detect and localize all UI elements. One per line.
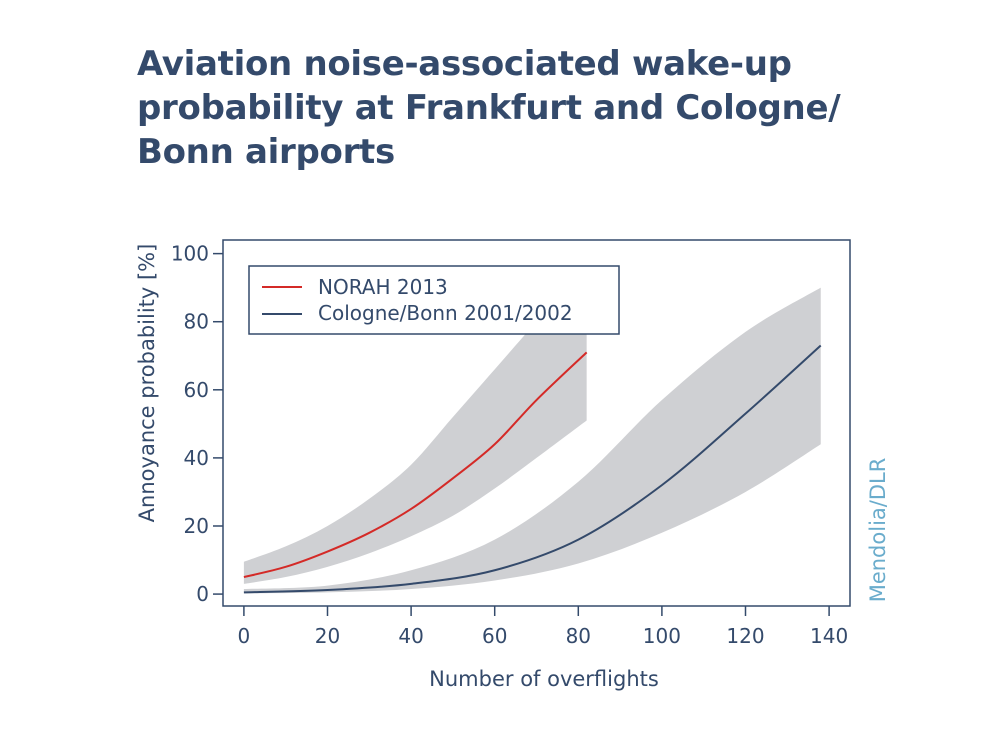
y-tick-label: 40 — [184, 446, 209, 470]
x-tick-label: 40 — [398, 624, 423, 648]
series-line-norah — [243, 351, 588, 579]
legend-label-cologne: Cologne/Bonn 2001/2002 — [318, 301, 573, 325]
y-tick-label: 60 — [184, 378, 209, 402]
chart-title: Aviation noise-associated wake-up probab… — [137, 42, 857, 174]
y-axis: 0 20 40 60 80 100 — [171, 242, 223, 606]
y-tick-label: 100 — [171, 242, 209, 266]
confidence-band-norah — [243, 267, 587, 584]
series-line-cologne — [243, 344, 822, 594]
x-tick-label: 80 — [566, 624, 591, 648]
chart-title-line-2: probability at Frankfurt and Cologne/ — [137, 88, 841, 128]
chart-title-line-1: Aviation noise-associated wake-up — [137, 44, 792, 84]
x-tick-label: 120 — [726, 624, 764, 648]
x-tick-label: 0 — [238, 624, 251, 648]
confidence-bands — [243, 267, 821, 594]
y-axis-title: Annoyance probability [%] — [135, 244, 159, 523]
x-tick-label: 140 — [810, 624, 848, 648]
image-credit: Mendolia/DLR — [866, 458, 890, 603]
y-tick-label: 80 — [184, 310, 209, 334]
chart-title-line-3: Bonn airports — [137, 132, 395, 172]
y-tick-label: 20 — [184, 514, 209, 538]
x-tick-label: 60 — [482, 624, 507, 648]
confidence-band-cologne — [243, 287, 821, 594]
legend: NORAH 2013 Cologne/Bonn 2001/2002 — [248, 265, 620, 335]
x-axis-title: Number of overflights — [429, 667, 659, 691]
plot-frame — [222, 239, 851, 607]
x-tick-label: 100 — [643, 624, 681, 648]
x-axis: 0 20 40 60 80 100 120 140 — [238, 606, 848, 648]
y-tick-label: 0 — [196, 582, 209, 606]
series-lines — [243, 344, 822, 594]
legend-label-norah: NORAH 2013 — [318, 275, 448, 299]
legend-box — [248, 265, 620, 335]
x-tick-label: 20 — [315, 624, 340, 648]
